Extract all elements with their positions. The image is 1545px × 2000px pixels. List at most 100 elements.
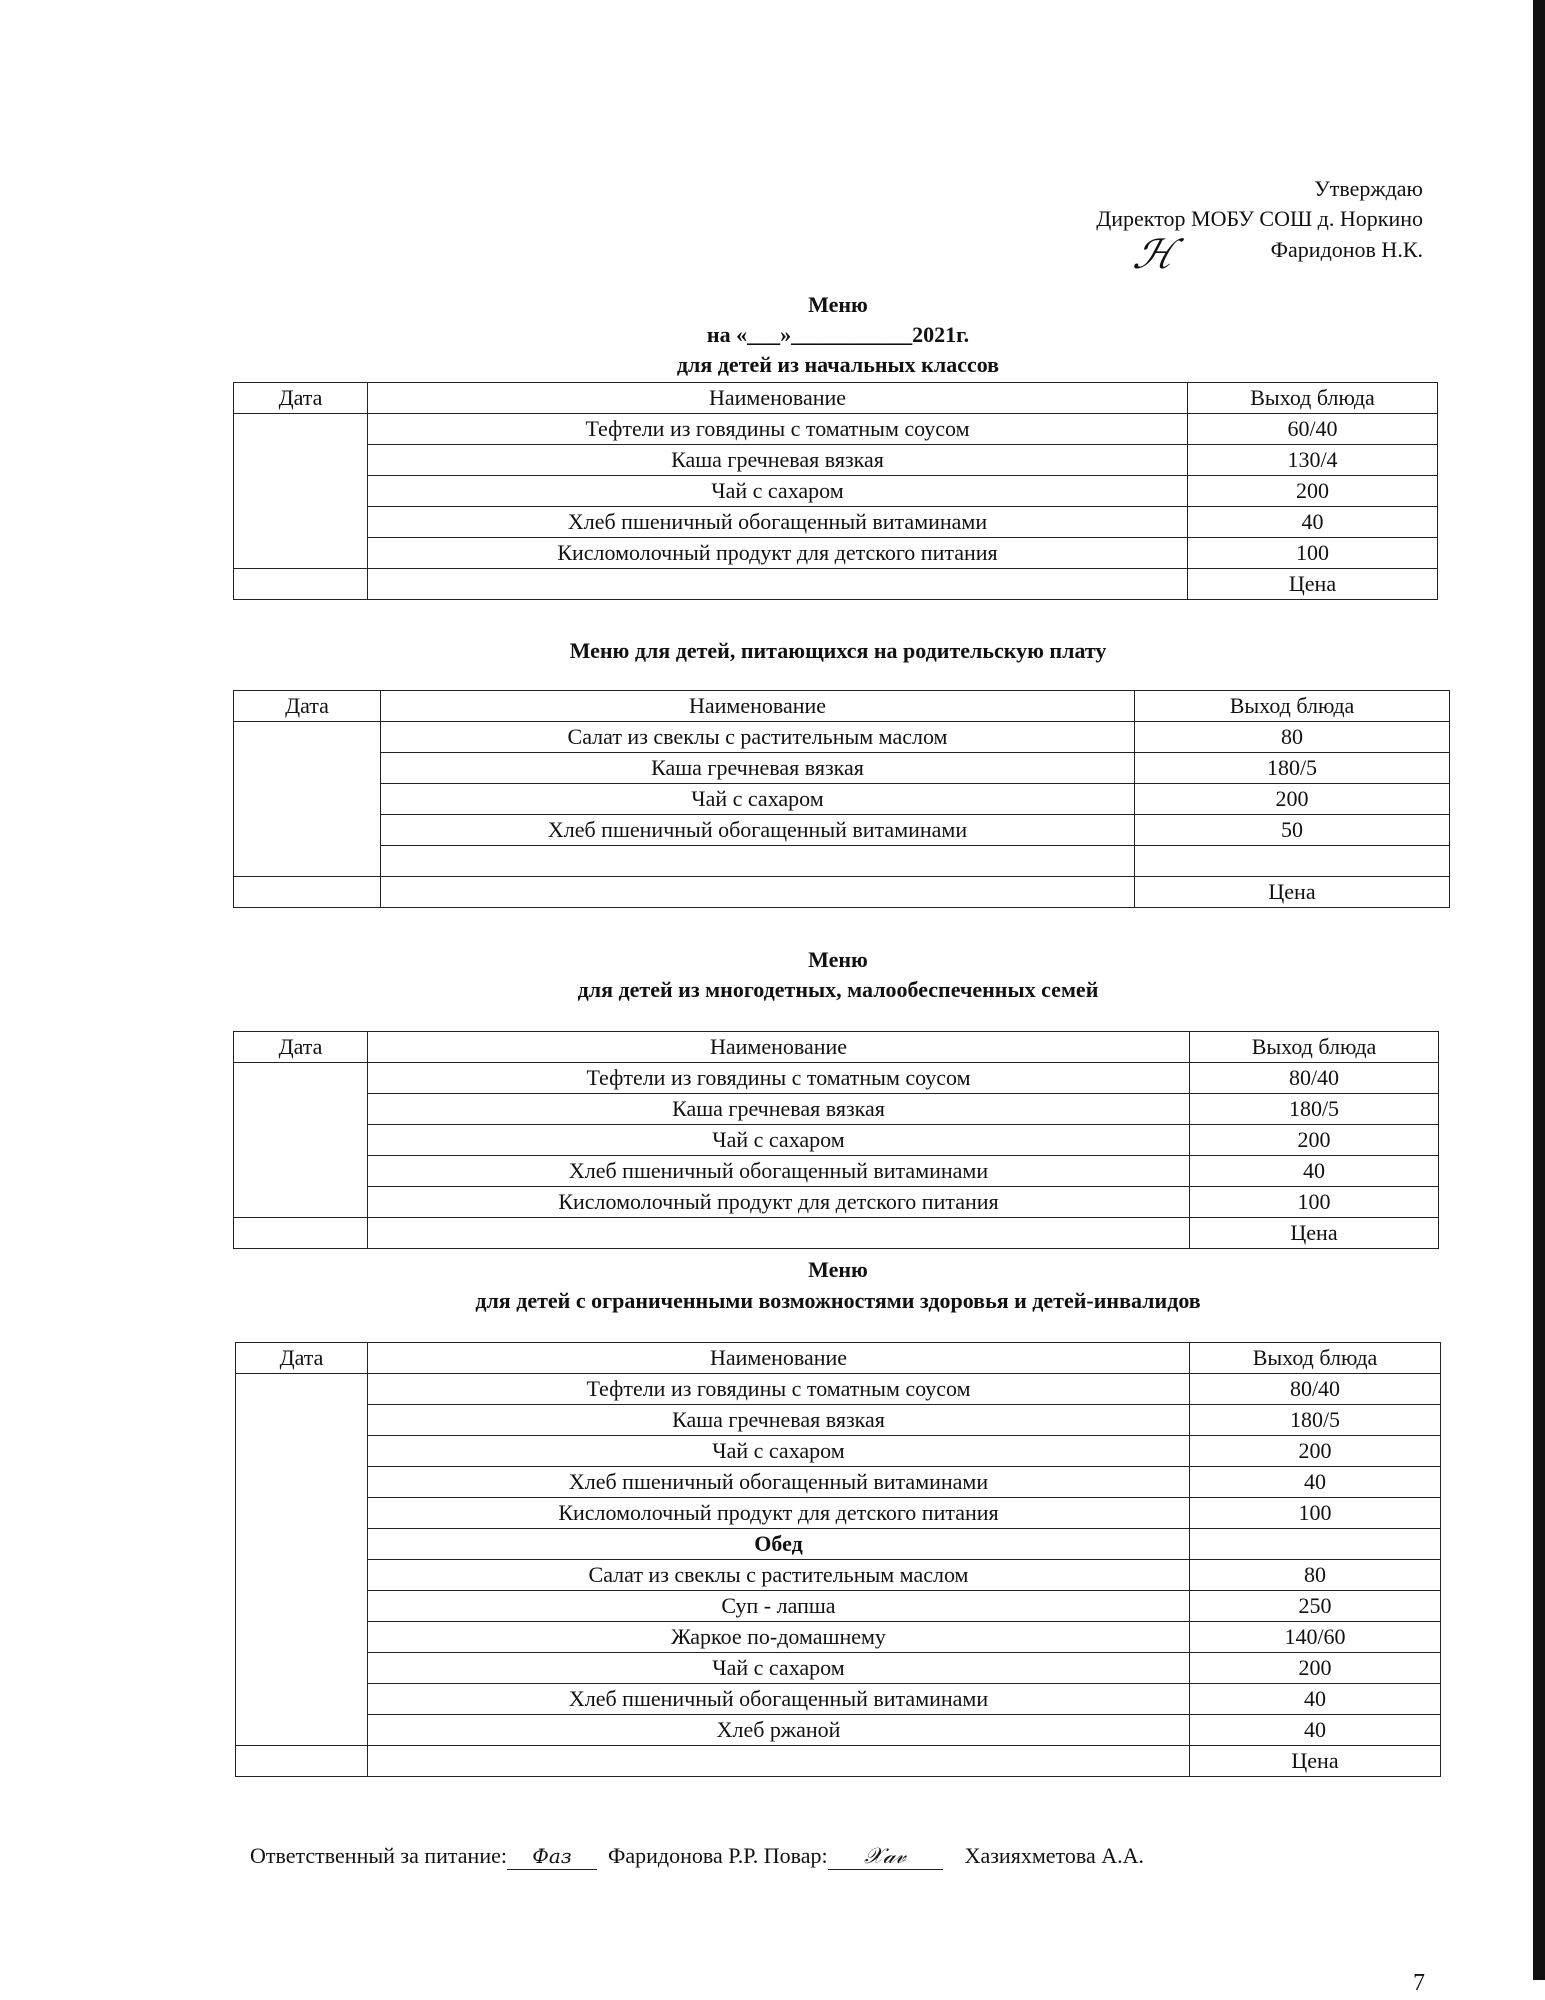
table-row: Кисломолочный продукт для детского питан… (234, 537, 1438, 569)
approval-position: Директор МОБУ СОШ д. Норкино (1096, 206, 1423, 231)
column-header: Выход блюда (1189, 1031, 1439, 1063)
portion-cell: 40 (1189, 1155, 1439, 1187)
dish-name-cell: Хлеб пшеничный обогащенный витаминами (367, 1155, 1190, 1187)
menu-table-disabled: Дата Наименование Выход блюда Тефтели из го… (235, 1342, 1441, 1777)
menu1-title: Меню (808, 292, 868, 317)
table-row: Обед (236, 1528, 1441, 1560)
portion-cell: 180/5 (1189, 1404, 1441, 1436)
dish-name-cell (367, 1217, 1190, 1249)
cook-signature: 𝒳𝒶𝓋 (864, 1844, 907, 1869)
menu2-title: Меню для детей, питающихся на родительск… (569, 638, 1107, 663)
portion-cell: 100 (1187, 537, 1438, 569)
column-header: Дата (235, 1342, 368, 1374)
portion-cell: 80/40 (1189, 1373, 1441, 1405)
approval-name: Фаридонов Н.К. (1270, 237, 1423, 262)
table-row: Цена (235, 1745, 1441, 1777)
portion-cell: 40 (1187, 506, 1438, 538)
cook-signature-line: 𝒳𝒶𝓋 (827, 1843, 943, 1870)
portion-cell: 40 (1189, 1466, 1441, 1498)
dish-name-cell: Чай с сахаром (367, 1652, 1190, 1684)
column-header: Дата (233, 1031, 368, 1063)
column-header: Дата (233, 382, 368, 414)
portion-cell: 100 (1189, 1497, 1441, 1529)
dish-name-cell: Тефтели из говядины с томатным соусом (367, 1373, 1190, 1405)
table-header-row: Дата Наименование Выход блюда (235, 1342, 1441, 1374)
table-row: Жаркое по-домашнему 140/60 (236, 1621, 1441, 1653)
dish-name-cell: Каша гречневая вязкая (367, 444, 1188, 476)
menu4-subtitle: для детей с ограниченными возможностями … (475, 1288, 1201, 1313)
column-header: Наименование (380, 690, 1135, 722)
column-header: Выход блюда (1189, 1342, 1441, 1374)
dish-name-cell: Обед (367, 1528, 1190, 1560)
portion-cell: 130/4 (1187, 444, 1438, 476)
responsible-signature-line: Фаз (507, 1843, 597, 1870)
dish-name-cell: Каша гречневая вязкая (367, 1093, 1190, 1125)
column-header: Выход блюда (1187, 382, 1438, 414)
column-header: Наименование (367, 382, 1188, 414)
menu-table-paid: Дата Наименование Выход блюда Салат из свек… (233, 690, 1450, 908)
dish-name-cell: Жаркое по-домашнему (367, 1621, 1190, 1653)
dish-name-cell: Чай с сахаром (380, 783, 1135, 815)
portion-cell: 80/40 (1189, 1062, 1439, 1094)
menu3-subtitle: для детей из многодетных, малообеспеченн… (577, 977, 1099, 1002)
table-row: Чай с сахаром 200 (234, 1124, 1439, 1156)
table-row: Каша гречневая вязкая 130/4 (234, 444, 1438, 476)
table-row: Кисломолочный продукт для детского питан… (236, 1497, 1441, 1529)
column-header: Выход блюда (1134, 690, 1450, 722)
page-number: 7 (1413, 1970, 1425, 1996)
table-header-row: Дата Наименование Выход блюда (233, 382, 1438, 414)
date-cell (235, 1745, 368, 1777)
column-header: Наименование (367, 1342, 1190, 1374)
date-cell (233, 1217, 368, 1249)
responsible-name: Фаридонова Р.Р. (608, 1843, 759, 1868)
portion-cell: 200 (1189, 1124, 1439, 1156)
date-cell (233, 568, 368, 600)
responsible-signature: Фаз (532, 1844, 572, 1868)
menu-table-large-families: Дата Наименование Выход блюда Тефтели из го… (233, 1031, 1439, 1249)
approval-label: Утверждаю (1314, 176, 1423, 201)
portion-cell: 200 (1189, 1435, 1441, 1467)
table-row: Чай с сахаром 200 (234, 475, 1438, 507)
menu4-title: Меню (808, 1257, 868, 1282)
table-row: Хлеб пшеничный обогащенный витаминами 40 (234, 1155, 1439, 1187)
cook-label: Повар: (763, 1843, 828, 1868)
table-row: Цена (233, 1217, 1439, 1249)
dish-name-cell (367, 1745, 1190, 1777)
portion-cell: Цена (1189, 1217, 1439, 1249)
table-row (234, 845, 1450, 877)
dish-name-cell: Кисломолочный продукт для детского питан… (367, 1186, 1190, 1218)
table-row: Кисломолочный продукт для детского питан… (234, 1186, 1439, 1218)
table-row: Цена (233, 568, 1438, 600)
portion-cell (1189, 1528, 1441, 1560)
date-cell (233, 876, 381, 908)
portion-cell: 80 (1134, 721, 1450, 753)
menu3-title: Меню (808, 947, 868, 972)
dish-name-cell: Хлеб пшеничный обогащенный витаминами (367, 1466, 1190, 1498)
table-row: Хлеб пшеничный обогащенный витаминами 50 (234, 814, 1450, 846)
dish-name-cell: Каша гречневая вязкая (367, 1404, 1190, 1436)
dish-name-cell: Кисломолочный продукт для детского питан… (367, 537, 1188, 569)
date-cell (233, 721, 381, 877)
portion-cell: 250 (1189, 1590, 1441, 1622)
table-row: Тефтели из говядины с томатным соусом 80/… (233, 1062, 1439, 1218)
table-row: Хлеб пшеничный обогащенный витаминами 40 (234, 506, 1438, 538)
dish-name-cell: Хлеб ржаной (367, 1714, 1190, 1746)
table-row: Суп - лапша 250 (236, 1590, 1441, 1622)
director-signature: ℋ (1128, 232, 1181, 278)
dish-name-cell: Тефтели из говядины с томатным соусом (367, 1062, 1190, 1094)
table-row: Каша гречневая вязкая 180/5 (234, 752, 1450, 784)
portion-cell: 200 (1189, 1652, 1441, 1684)
date-cell (233, 413, 368, 569)
portion-cell: 200 (1187, 475, 1438, 507)
dish-name-cell: Хлеб пшеничный обогащенный витаминами (367, 506, 1188, 538)
cook-name: Хазияхметова А.А. (964, 1843, 1144, 1868)
dish-name-cell: Тефтели из говядины с томатным соусом (367, 413, 1188, 445)
table-header-row: Дата Наименование Выход блюда (233, 690, 1450, 722)
menu1-subtitle: для детей из начальных классов (676, 352, 1000, 377)
dish-name-cell: Чай с сахаром (367, 1124, 1190, 1156)
table-row: Чай с сахаром 200 (234, 783, 1450, 815)
portion-cell: 180/5 (1134, 752, 1450, 784)
dish-name-cell: Кисломолочный продукт для детского питан… (367, 1497, 1190, 1529)
menu-table-primary: Дата Наименование Выход блюда Тефтели из го… (233, 382, 1438, 600)
portion-cell: 50 (1134, 814, 1450, 846)
